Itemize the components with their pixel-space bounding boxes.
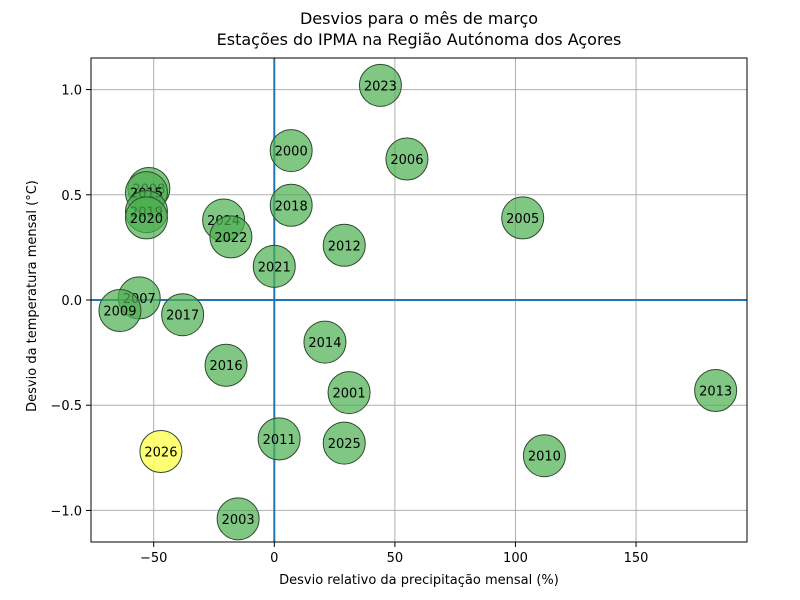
x-tick-label: 100 [503, 551, 528, 566]
data-point-marker [204, 343, 248, 387]
data-point-label: 2013 [699, 384, 732, 399]
x-tick-label: 50 [387, 551, 404, 566]
data-point-label: 2009 [103, 305, 136, 320]
data-point-marker [269, 183, 313, 227]
y-tick-label: −0.5 [50, 399, 82, 414]
data-point: 2006 [385, 137, 429, 181]
data-point: 2020 [124, 196, 168, 240]
data-point: 2003 [216, 497, 260, 541]
data-point-label: 2003 [222, 513, 255, 528]
data-point: 2010 [522, 434, 566, 478]
data-point: 2026 [139, 430, 183, 474]
data-point-marker [385, 137, 429, 181]
data-point-label: 2014 [308, 336, 341, 351]
x-tick-label: 0 [270, 551, 278, 566]
data-point-label: 2012 [328, 239, 361, 254]
data-point-marker [303, 320, 347, 364]
data-point: 2021 [252, 244, 296, 288]
data-point-marker [209, 215, 253, 259]
data-point-marker [257, 417, 301, 461]
data-point-marker [522, 434, 566, 478]
data-point-marker [327, 371, 371, 415]
x-tick-label: 150 [624, 551, 649, 566]
data-point-label: 2001 [333, 387, 366, 402]
data-point: 2018 [269, 183, 313, 227]
chart-title: Desvios para o mês de março [300, 9, 538, 28]
data-point: 2014 [303, 320, 347, 364]
y-tick-label: 1.0 [61, 84, 82, 99]
data-point-marker [124, 196, 168, 240]
data-point-label: 2011 [263, 433, 296, 448]
chart-subtitle: Estações do IPMA na Região Autónoma dos … [217, 30, 622, 49]
data-point-marker [252, 244, 296, 288]
data-point-label: 2017 [166, 309, 199, 324]
data-point: 2001 [327, 371, 371, 415]
data-point: 2012 [322, 223, 366, 267]
data-point: 2013 [694, 368, 738, 412]
x-tick-label: −50 [140, 551, 167, 566]
data-point-marker [694, 368, 738, 412]
data-point-marker [216, 497, 260, 541]
data-point-label: 2021 [258, 260, 291, 275]
y-tick-label: 0.0 [61, 294, 82, 309]
data-point-marker [501, 196, 545, 240]
points-layer: 2023200020062008201520182019202020052024… [98, 63, 738, 541]
data-point-marker [269, 129, 313, 173]
data-point-label: 2020 [130, 212, 163, 227]
data-point-label: 2022 [214, 231, 247, 246]
y-tick-label: 0.5 [61, 189, 82, 204]
y-axis-label: Desvio da temperatura mensal (°C) [25, 180, 40, 412]
data-point: 2000 [269, 129, 313, 173]
data-point-marker [322, 421, 366, 465]
data-point: 2005 [501, 196, 545, 240]
data-point: 2009 [98, 289, 142, 333]
data-point-label: 2016 [210, 359, 243, 374]
data-point-marker [358, 63, 402, 107]
data-point-marker [322, 223, 366, 267]
data-point-label: 2006 [390, 153, 423, 168]
data-point: 2022 [209, 215, 253, 259]
data-point-label: 2018 [275, 199, 308, 214]
data-point-label: 2010 [528, 450, 561, 465]
data-point: 2016 [204, 343, 248, 387]
data-point: 2025 [322, 421, 366, 465]
data-point: 2011 [257, 417, 301, 461]
data-point: 2023 [358, 63, 402, 107]
data-point-marker [98, 289, 142, 333]
data-point-label: 2023 [364, 79, 397, 94]
data-point-label: 2005 [506, 212, 539, 227]
data-point-label: 2026 [144, 446, 177, 461]
data-point-marker [139, 430, 183, 474]
y-tick-label: −1.0 [50, 504, 82, 519]
data-point-label: 2000 [275, 145, 308, 160]
data-point-label: 2025 [328, 437, 361, 452]
data-point-marker [161, 293, 205, 337]
x-axis-label: Desvio relativo da precipitação mensal (… [279, 573, 559, 588]
ticks-layer: −50 0 50 100 150 −1.0 −0.5 0.0 0.5 1.0 [50, 84, 648, 566]
data-point: 2017 [161, 293, 205, 337]
